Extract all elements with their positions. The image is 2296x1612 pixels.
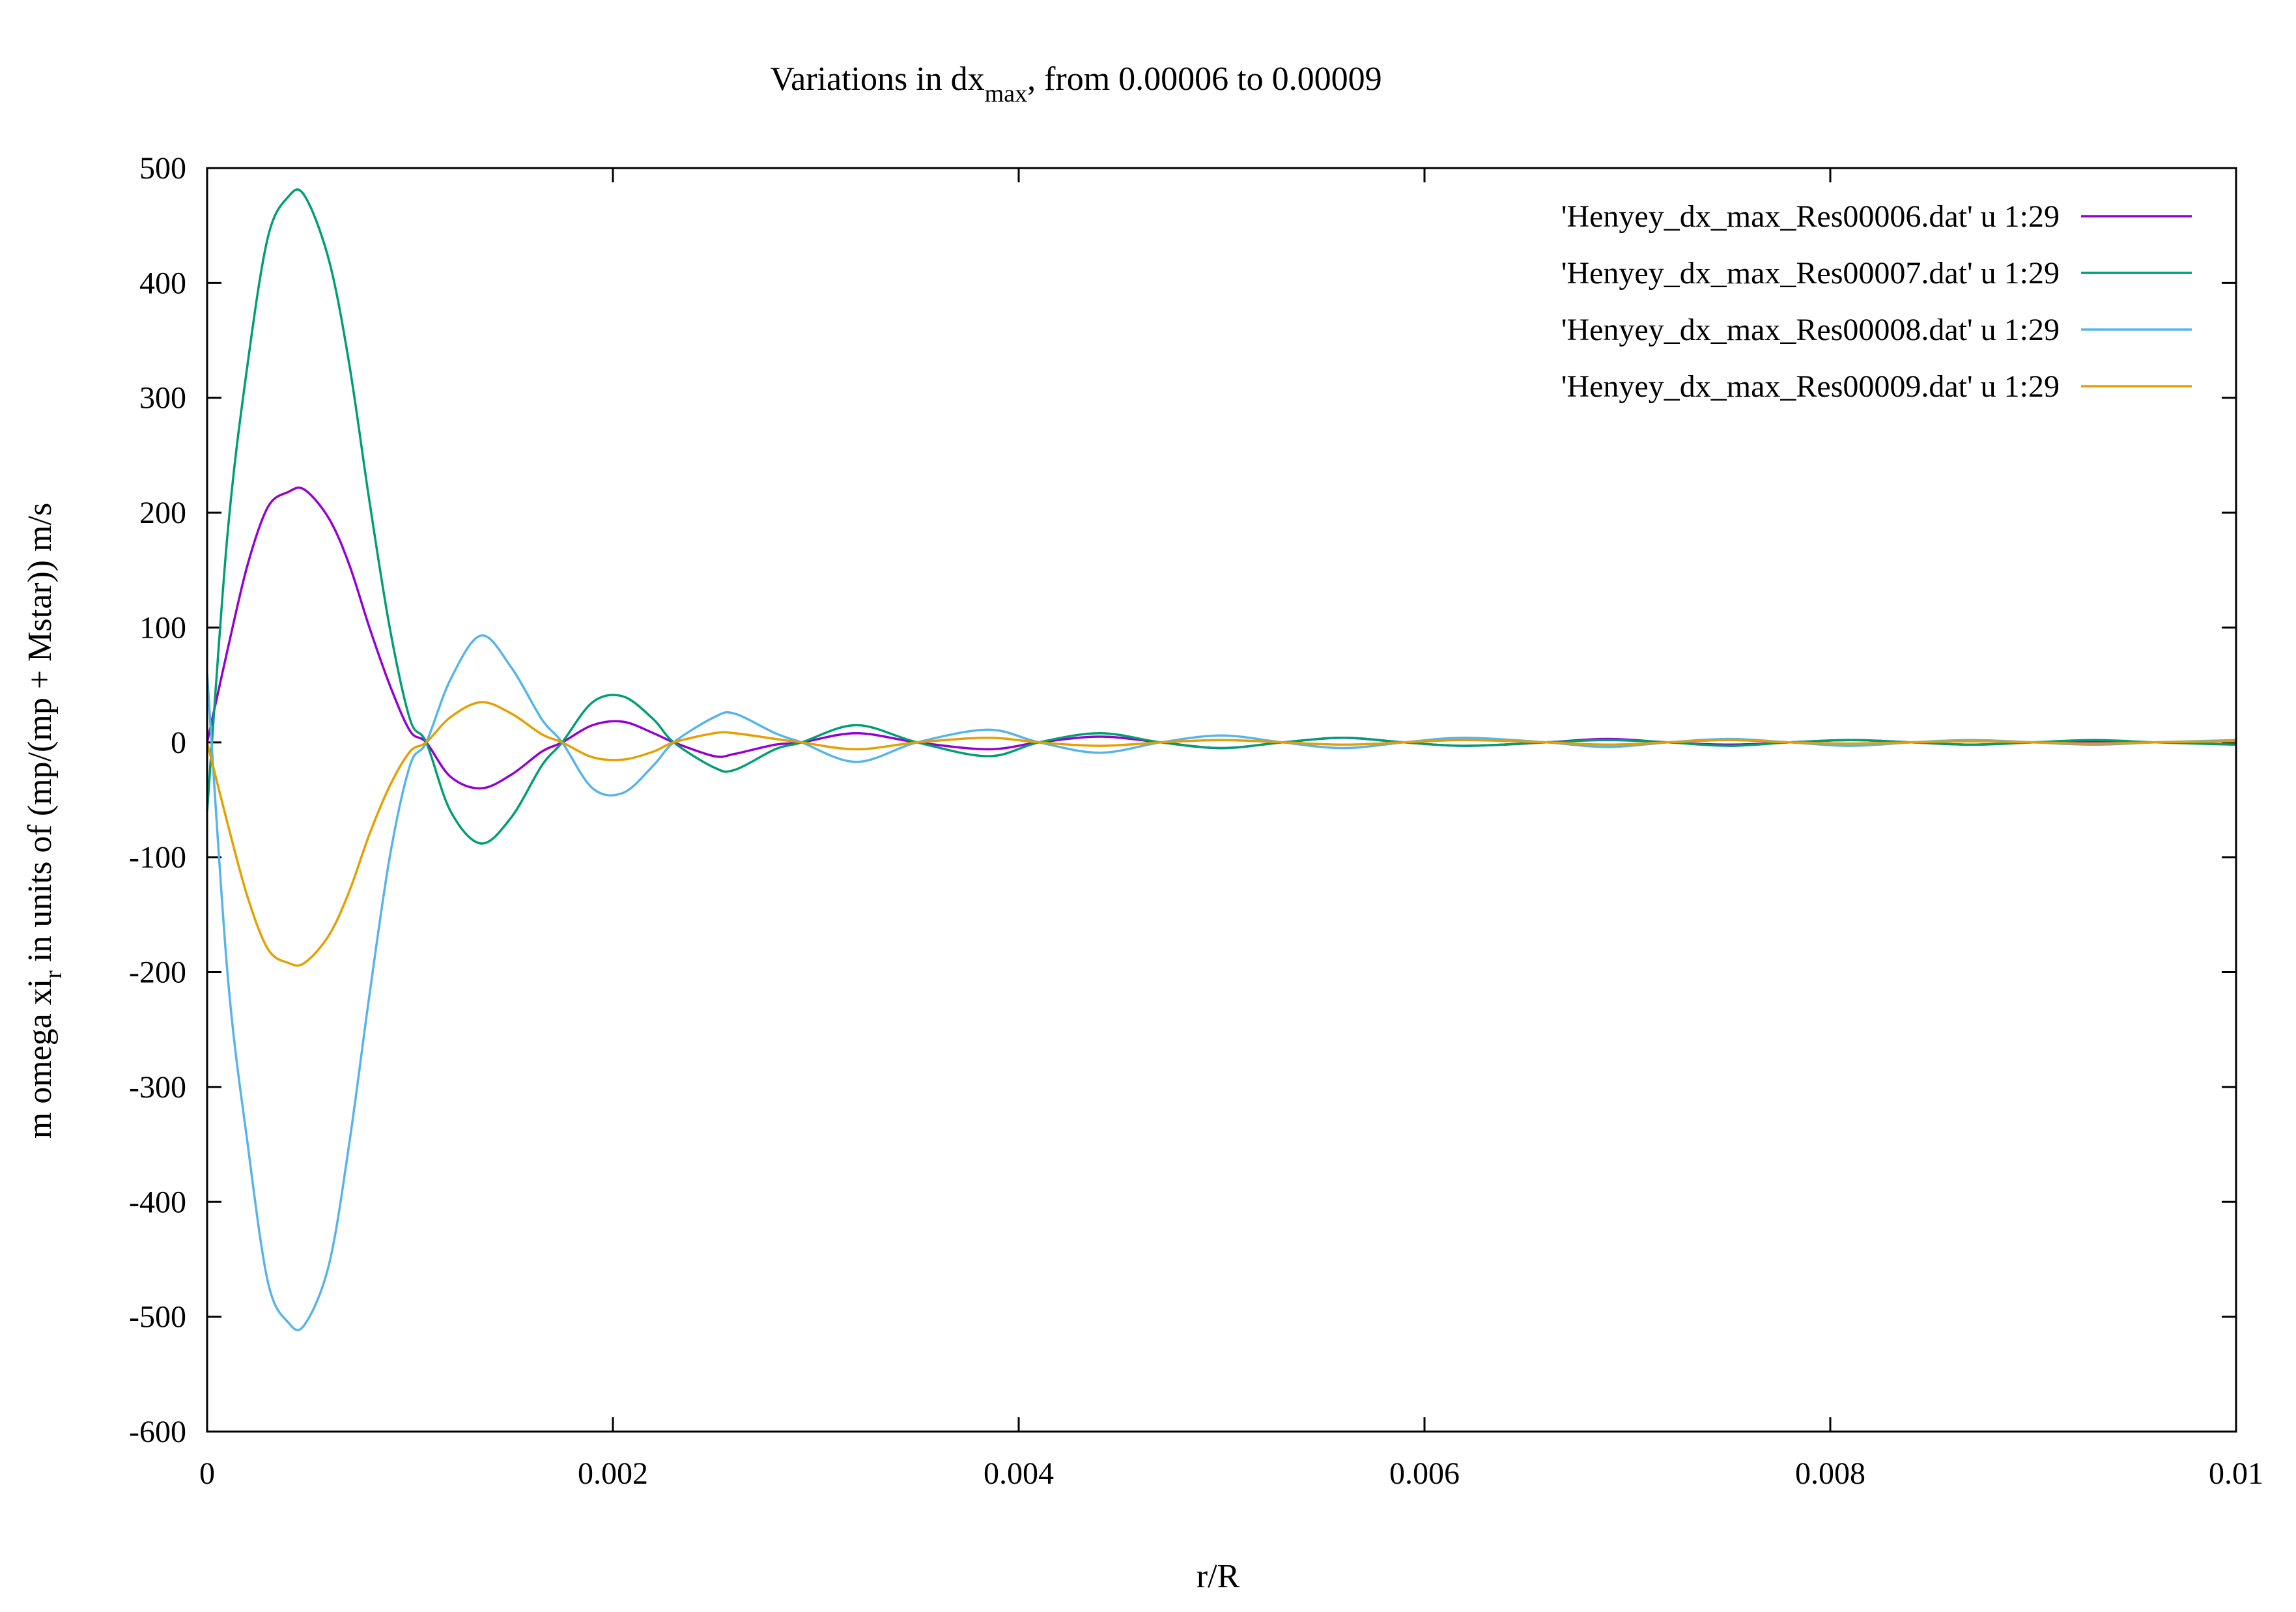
y-tick-label: 300 [139, 381, 186, 416]
y-tick-label: -100 [129, 840, 186, 875]
x-axis-ticks: 0 0.002 0.004 0.006 0.008 0.01 [199, 168, 2263, 1491]
x-axis-label: r/R [1197, 1558, 1240, 1595]
y-tick-label: -200 [129, 955, 186, 990]
y-axis-label: m omega xir in units of (mp/(mp + Mstar)… [21, 503, 67, 1138]
legend-label-4: 'Henyey_dx_max_Res00009.dat' u 1:29 [1561, 369, 2060, 404]
legend-label-1: 'Henyey_dx_max_Res00006.dat' u 1:29 [1561, 199, 2060, 234]
y-tick-label: 100 [139, 610, 186, 645]
x-tick-label: 0.002 [578, 1456, 648, 1491]
x-tick-label: 0.008 [1795, 1456, 1865, 1491]
y-tick-label: 500 [139, 151, 186, 186]
x-tick-label: 0 [199, 1456, 215, 1491]
y-tick-label: -500 [129, 1300, 186, 1335]
plot-frame [206, 167, 2237, 1433]
x-tick-label: 0.01 [2209, 1456, 2263, 1491]
x-tick-label: 0.006 [1389, 1456, 1460, 1491]
legend: 'Henyey_dx_max_Res00006.dat' u 1:29 'Heny… [1561, 199, 2192, 404]
y-axis-label-subscript: r [40, 970, 67, 979]
y-axis-label-main: m omega xi [21, 979, 59, 1139]
legend-label-3: 'Henyey_dx_max_Res00008.dat' u 1:29 [1561, 313, 2060, 347]
y-tick-label: -400 [129, 1185, 186, 1219]
series-line-4 [206, 701, 2237, 967]
y-tick-label: -300 [129, 1070, 186, 1105]
y-axis-ticks: -600 -500 -400 -300 -200 -100 0 100 200 300 400 500 [129, 151, 2236, 1449]
series-line-3 [206, 634, 2237, 1331]
series-layer [206, 188, 2237, 1331]
legend-label-2: 'Henyey_dx_max_Res00007.dat' u 1:29 [1561, 256, 2060, 290]
x-tick-label: 0.004 [984, 1456, 1054, 1491]
y-axis-label-tail: in units of (mp/(mp + Mstar)) m/s [21, 503, 59, 970]
y-tick-label: -600 [129, 1415, 186, 1449]
chart-title-tail: , from 0.00006 to 0.00009 [1027, 61, 1382, 98]
y-tick-label: 400 [139, 266, 186, 300]
chart-title-subscript: max [985, 80, 1027, 107]
y-tick-label: 0 [171, 726, 186, 760]
y-tick-label: 200 [139, 496, 186, 530]
series-line-2 [206, 188, 2237, 845]
chart-title: Variations in dxmax, from 0.00006 to 0.0… [770, 61, 1382, 107]
chart-title-main: Variations in dx [770, 61, 984, 98]
